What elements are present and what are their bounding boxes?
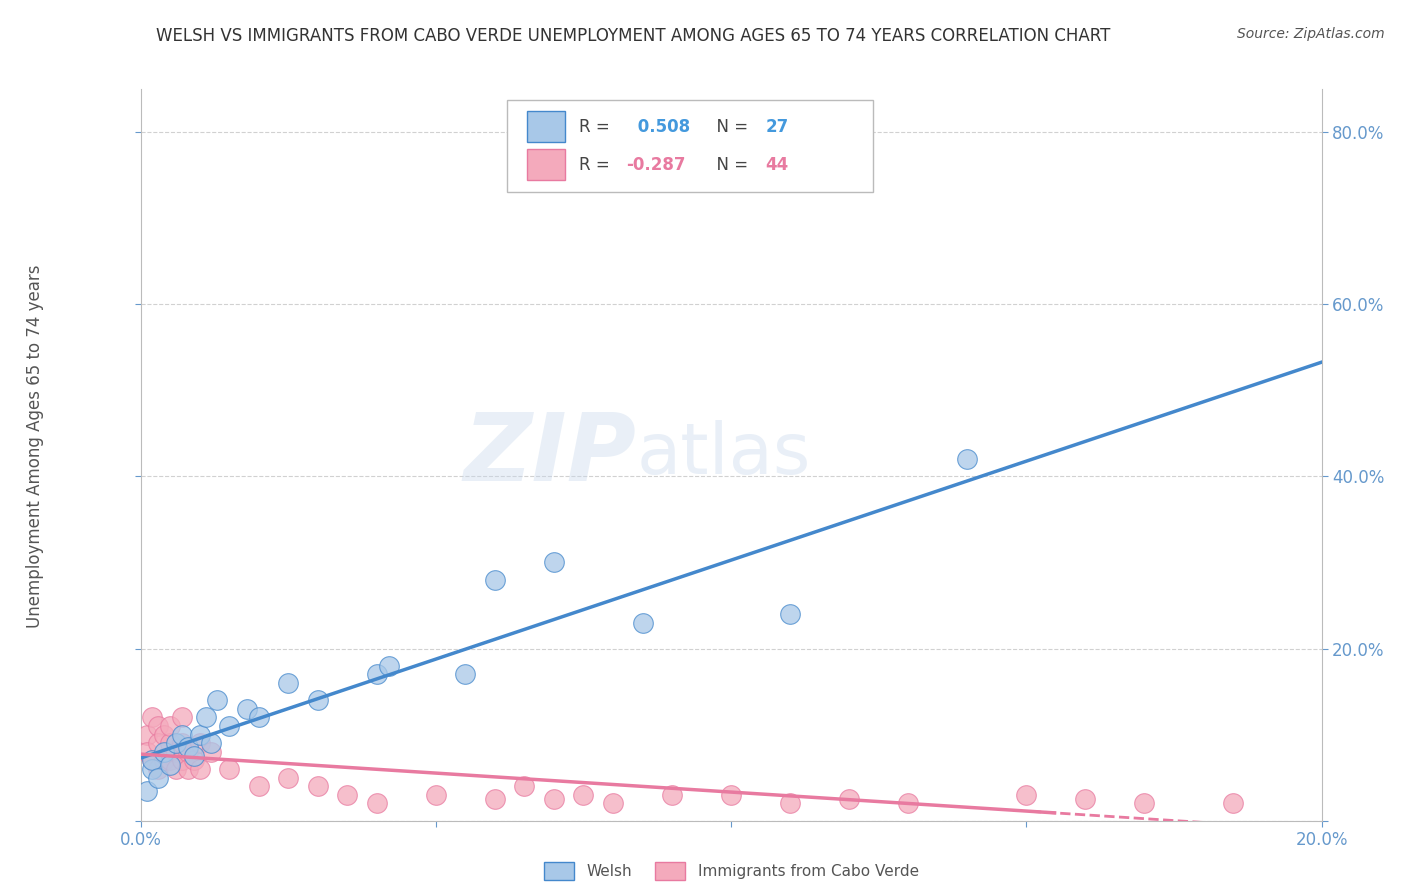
- Point: [153, 745, 176, 759]
- Point: [247, 710, 270, 724]
- Point: [148, 719, 170, 733]
- Point: [366, 797, 388, 811]
- Point: [135, 783, 157, 797]
- Text: 27: 27: [765, 118, 789, 136]
- Point: [218, 762, 240, 776]
- Text: N =: N =: [706, 156, 754, 174]
- Point: [631, 615, 654, 630]
- FancyBboxPatch shape: [527, 149, 565, 179]
- Point: [838, 792, 860, 806]
- Point: [183, 753, 205, 767]
- Point: [484, 792, 506, 806]
- Point: [484, 573, 506, 587]
- Text: ZIP: ZIP: [464, 409, 637, 501]
- Point: [135, 728, 157, 742]
- Point: [1133, 797, 1156, 811]
- Point: [513, 779, 536, 793]
- Point: [188, 728, 211, 742]
- Point: [153, 728, 176, 742]
- Text: R =: R =: [579, 156, 614, 174]
- Point: [188, 736, 211, 750]
- Point: [165, 736, 187, 750]
- Point: [1015, 788, 1038, 802]
- Point: [141, 753, 163, 767]
- Point: [543, 556, 565, 570]
- Point: [366, 667, 388, 681]
- Point: [141, 710, 163, 724]
- Point: [159, 753, 181, 767]
- Point: [572, 788, 595, 802]
- Text: atlas: atlas: [637, 420, 811, 490]
- Text: R =: R =: [579, 118, 614, 136]
- Point: [200, 736, 222, 750]
- Text: N =: N =: [706, 118, 754, 136]
- Point: [153, 753, 176, 767]
- Point: [336, 788, 359, 802]
- Point: [141, 753, 163, 767]
- Point: [454, 667, 477, 681]
- Text: -0.287: -0.287: [626, 156, 686, 174]
- Point: [135, 745, 157, 759]
- Text: 0.508: 0.508: [631, 118, 690, 136]
- Point: [165, 762, 187, 776]
- Point: [165, 745, 187, 759]
- Text: 44: 44: [765, 156, 789, 174]
- Point: [543, 792, 565, 806]
- Point: [148, 762, 170, 776]
- Point: [247, 779, 270, 793]
- Point: [200, 745, 222, 759]
- Point: [188, 762, 211, 776]
- Point: [277, 676, 299, 690]
- Point: [377, 658, 399, 673]
- Text: Unemployment Among Ages 65 to 74 years: Unemployment Among Ages 65 to 74 years: [27, 264, 44, 628]
- Point: [720, 788, 742, 802]
- FancyBboxPatch shape: [527, 111, 565, 142]
- Point: [177, 740, 200, 755]
- Point: [183, 749, 205, 764]
- Text: WELSH VS IMMIGRANTS FROM CABO VERDE UNEMPLOYMENT AMONG AGES 65 TO 74 YEARS CORRE: WELSH VS IMMIGRANTS FROM CABO VERDE UNEM…: [156, 27, 1109, 45]
- Point: [148, 736, 170, 750]
- Point: [897, 797, 920, 811]
- Point: [170, 753, 193, 767]
- Point: [425, 788, 447, 802]
- Point: [194, 710, 217, 724]
- Text: Source: ZipAtlas.com: Source: ZipAtlas.com: [1237, 27, 1385, 41]
- Point: [779, 607, 801, 621]
- Point: [277, 771, 299, 785]
- Point: [218, 719, 240, 733]
- Point: [307, 693, 329, 707]
- Point: [170, 728, 193, 742]
- Point: [207, 693, 229, 707]
- Point: [141, 762, 163, 776]
- Point: [159, 719, 181, 733]
- Point: [177, 745, 200, 759]
- Point: [956, 452, 979, 467]
- Point: [779, 797, 801, 811]
- Point: [170, 710, 193, 724]
- Point: [602, 797, 624, 811]
- Point: [1222, 797, 1244, 811]
- Point: [661, 788, 683, 802]
- Point: [1074, 792, 1097, 806]
- Point: [159, 757, 181, 772]
- Point: [177, 762, 200, 776]
- FancyBboxPatch shape: [506, 100, 873, 192]
- Point: [148, 771, 170, 785]
- Point: [170, 736, 193, 750]
- Legend: Welsh, Immigrants from Cabo Verde: Welsh, Immigrants from Cabo Verde: [537, 856, 925, 886]
- Point: [307, 779, 329, 793]
- Point: [236, 702, 259, 716]
- Point: [159, 736, 181, 750]
